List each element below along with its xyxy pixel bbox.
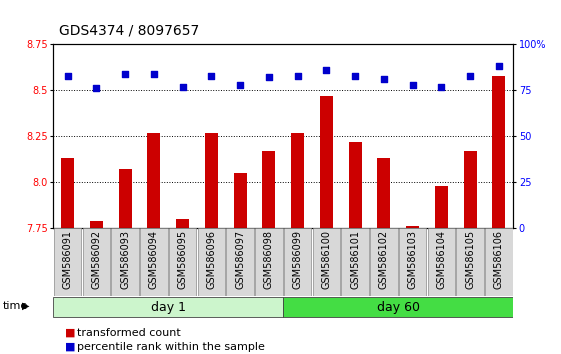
Text: ■: ■: [65, 328, 75, 338]
Bar: [227, 228, 254, 296]
Bar: [378, 158, 390, 228]
Point: [466, 73, 475, 78]
Bar: [342, 228, 369, 296]
Bar: [493, 75, 505, 228]
Bar: [427, 228, 455, 296]
Bar: [284, 228, 311, 296]
Bar: [399, 228, 426, 296]
Text: time: time: [3, 301, 28, 311]
Bar: [255, 228, 283, 296]
Text: ▶: ▶: [22, 301, 30, 311]
Bar: [140, 228, 168, 296]
Text: GDS4374 / 8097657: GDS4374 / 8097657: [59, 23, 199, 37]
Point: [121, 71, 130, 76]
Bar: [291, 133, 304, 228]
Text: GSM586105: GSM586105: [465, 230, 475, 290]
Bar: [234, 173, 247, 228]
Point: [494, 63, 503, 69]
Bar: [485, 228, 513, 296]
Text: transformed count: transformed count: [77, 328, 181, 338]
Point: [351, 73, 360, 78]
Text: GSM586101: GSM586101: [350, 230, 360, 289]
Text: GSM586091: GSM586091: [63, 230, 73, 289]
Text: GSM586092: GSM586092: [91, 230, 102, 290]
Point: [149, 71, 158, 76]
Bar: [370, 228, 398, 296]
Bar: [312, 228, 340, 296]
Text: GSM586096: GSM586096: [206, 230, 217, 289]
Text: GSM586098: GSM586098: [264, 230, 274, 289]
Point: [92, 86, 101, 91]
Text: GSM586099: GSM586099: [293, 230, 303, 289]
Text: GSM586097: GSM586097: [235, 230, 245, 290]
Bar: [119, 170, 132, 228]
Bar: [205, 133, 218, 228]
Point: [408, 82, 417, 87]
Point: [322, 67, 331, 73]
Point: [178, 84, 187, 90]
Bar: [320, 96, 333, 228]
Point: [293, 73, 302, 78]
Text: day 1: day 1: [151, 301, 186, 314]
Text: GSM586104: GSM586104: [436, 230, 447, 289]
Text: GSM586095: GSM586095: [178, 230, 188, 290]
Text: percentile rank within the sample: percentile rank within the sample: [77, 342, 265, 352]
Point: [236, 82, 245, 87]
Text: day 60: day 60: [377, 301, 420, 314]
Bar: [112, 228, 139, 296]
Bar: [263, 151, 275, 228]
Point: [207, 73, 216, 78]
Bar: [54, 228, 81, 296]
Bar: [176, 219, 189, 228]
Text: GSM586106: GSM586106: [494, 230, 504, 289]
Bar: [148, 133, 160, 228]
Bar: [349, 142, 362, 228]
Text: ■: ■: [65, 342, 75, 352]
Bar: [464, 151, 477, 228]
Text: GSM586100: GSM586100: [321, 230, 332, 289]
Text: GSM586094: GSM586094: [149, 230, 159, 289]
Bar: [435, 186, 448, 228]
Bar: [82, 228, 110, 296]
Bar: [283, 297, 513, 318]
Bar: [169, 228, 196, 296]
Bar: [61, 158, 74, 228]
Bar: [90, 221, 103, 228]
Bar: [457, 228, 484, 296]
Text: GSM586103: GSM586103: [408, 230, 418, 289]
Point: [379, 76, 388, 82]
Point: [264, 75, 273, 80]
Point: [437, 84, 446, 90]
Text: GSM586102: GSM586102: [379, 230, 389, 290]
Bar: [53, 297, 283, 318]
Bar: [197, 228, 225, 296]
Text: GSM586093: GSM586093: [120, 230, 130, 289]
Bar: [406, 227, 419, 228]
Point: [63, 73, 72, 78]
